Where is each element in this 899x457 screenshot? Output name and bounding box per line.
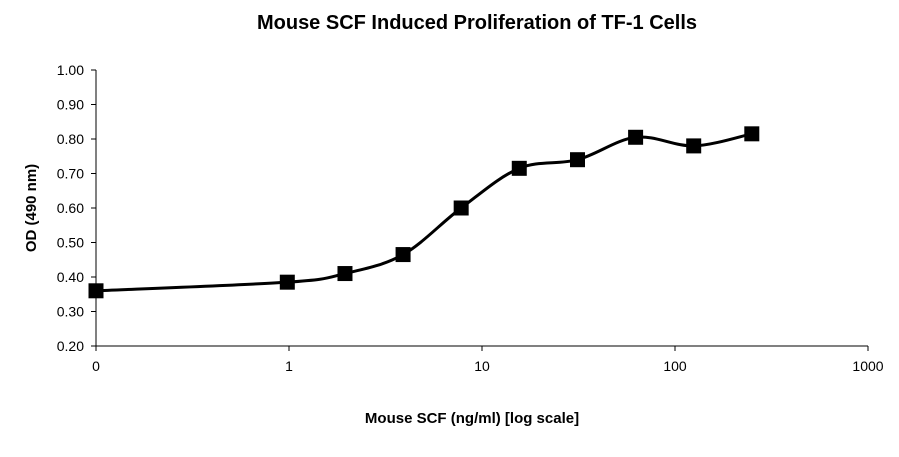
y-tick-label: 0.30 xyxy=(57,304,84,320)
y-axis-label: OD (490 nm) xyxy=(23,164,40,252)
y-tick-label: 1.00 xyxy=(57,62,84,78)
x-tick-label: 1 xyxy=(285,358,293,374)
x-tick-label: 0 xyxy=(92,358,100,374)
series-line xyxy=(95,132,753,293)
data-point-marker xyxy=(395,247,411,263)
y-tick-label: 0.40 xyxy=(57,269,84,285)
x-tick-label: 1000 xyxy=(852,358,883,374)
x-axis-label: Mouse SCF (ng/ml) [log scale] xyxy=(365,410,579,427)
data-point-marker xyxy=(337,266,353,282)
data-point-marker xyxy=(628,129,644,145)
data-point-marker xyxy=(88,283,104,299)
data-point-marker xyxy=(511,160,527,176)
data-point-marker xyxy=(279,274,295,290)
series-lines xyxy=(95,132,753,293)
y-tick-label: 0.70 xyxy=(57,166,84,182)
y-tick-label: 0.80 xyxy=(57,131,84,147)
chart-title: Mouse SCF Induced Proliferation of TF-1 … xyxy=(257,12,697,34)
axes: 0.20 0.30 0.40 0.50 0.60 0.70 0.80 0.90 1.00 0 1 10… xyxy=(57,62,884,374)
y-tick-label: 0.60 xyxy=(57,200,84,216)
data-point-marker xyxy=(570,152,586,168)
y-tick-label: 0.20 xyxy=(57,338,84,354)
x-tick-label: 10 xyxy=(474,358,490,374)
x-tick-label: 100 xyxy=(663,358,687,374)
data-point-marker xyxy=(686,138,702,154)
y-tick-label: 0.90 xyxy=(57,97,84,113)
y-tick-label: 0.50 xyxy=(57,235,84,251)
series-markers xyxy=(88,126,760,299)
data-point-marker xyxy=(453,200,469,216)
data-point-marker xyxy=(744,126,760,142)
